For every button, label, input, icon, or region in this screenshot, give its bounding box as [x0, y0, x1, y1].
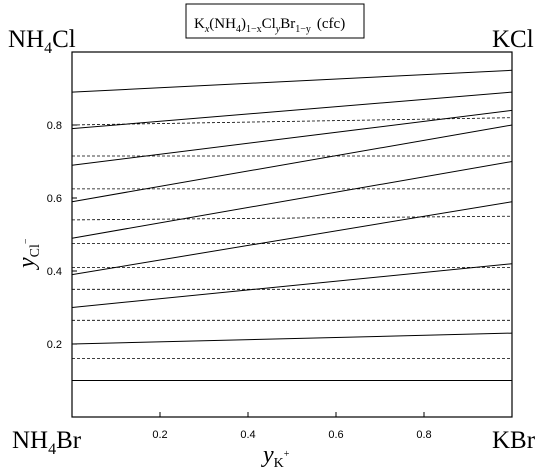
y-axis-title: yCl− [14, 238, 43, 270]
title-formula: Kx(NH4)1−xClyBr1−y (cfc) [194, 16, 345, 35]
solid-line-6 [71, 201, 513, 276]
y-tick-label-1: 0.4 [47, 266, 62, 278]
solid-line-13 [71, 109, 513, 166]
title-box: Kx(NH4)1−xClyBr1−y (cfc) [185, 3, 365, 39]
plot-frame [71, 51, 513, 418]
dashed-line-16 [71, 117, 513, 126]
solid-line-17 [71, 69, 513, 93]
y-tick-label-2: 0.6 [47, 193, 62, 205]
y-tick-label-3: 0.8 [47, 120, 62, 132]
series-layer [71, 69, 513, 381]
y-tick-label-0: 0.2 [47, 339, 62, 351]
x-tick-label-3: 0.8 [416, 429, 431, 441]
x-tick-label-1: 0.4 [240, 429, 255, 441]
tick-layer: 0.2 0.4 0.6 0.8 0.2 0.4 0.6 0.8 [47, 120, 432, 441]
x-tick-label-0: 0.2 [152, 429, 167, 441]
corner-label-nh4br: NH4Br [12, 427, 82, 458]
solid-line-9 [71, 161, 513, 239]
solid-line-2 [71, 332, 513, 345]
x-axis-title: yK+ [261, 442, 290, 470]
corner-label-kbr: KBr [492, 427, 536, 454]
solid-line-15 [71, 91, 513, 130]
corner-label-nh4cl: NH4Cl [8, 26, 76, 57]
title-box-frame [185, 3, 365, 39]
x-tick-label-2: 0.6 [328, 429, 343, 441]
solid-line-4 [71, 263, 513, 308]
corner-label-kcl: KCl [492, 26, 534, 53]
solid-line-11 [71, 124, 513, 203]
dashed-line-10 [71, 215, 513, 221]
